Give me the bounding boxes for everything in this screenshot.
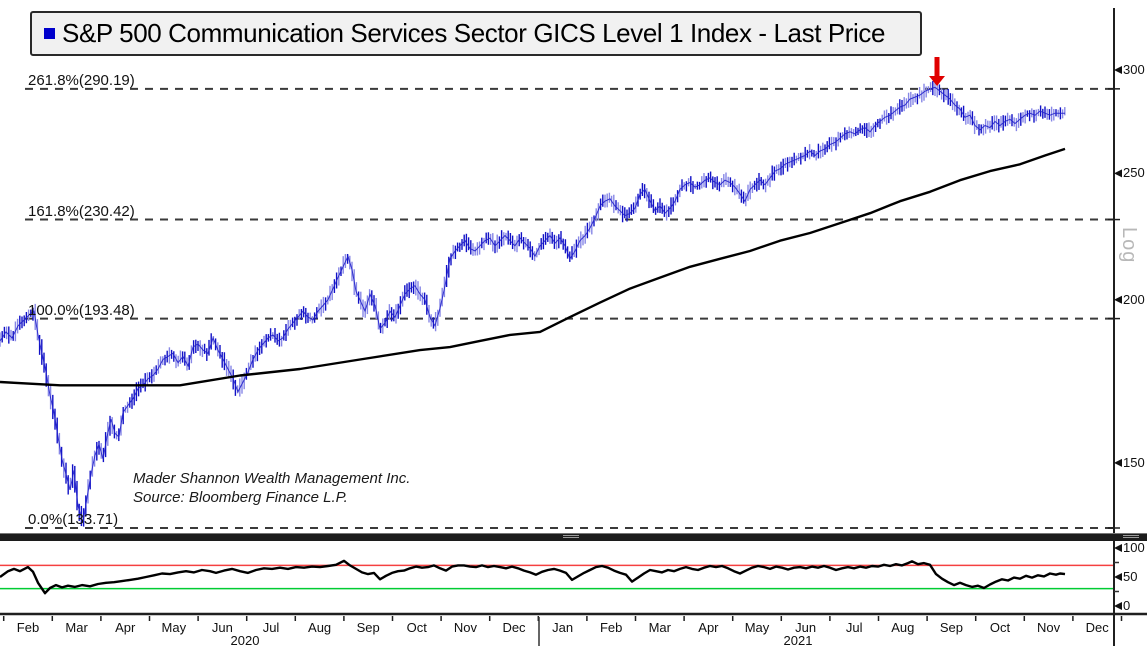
series-color-bullet-icon [44, 28, 55, 39]
chart-legend-box[interactable]: S&P 500 Communication Services Sector GI… [30, 11, 922, 56]
divider-grip-icon[interactable] [563, 534, 579, 540]
chart-title: S&P 500 Communication Services Sector GI… [62, 18, 886, 48]
divider-right-grip-icon[interactable] [1123, 534, 1139, 540]
down-arrow-annotation [929, 76, 945, 86]
